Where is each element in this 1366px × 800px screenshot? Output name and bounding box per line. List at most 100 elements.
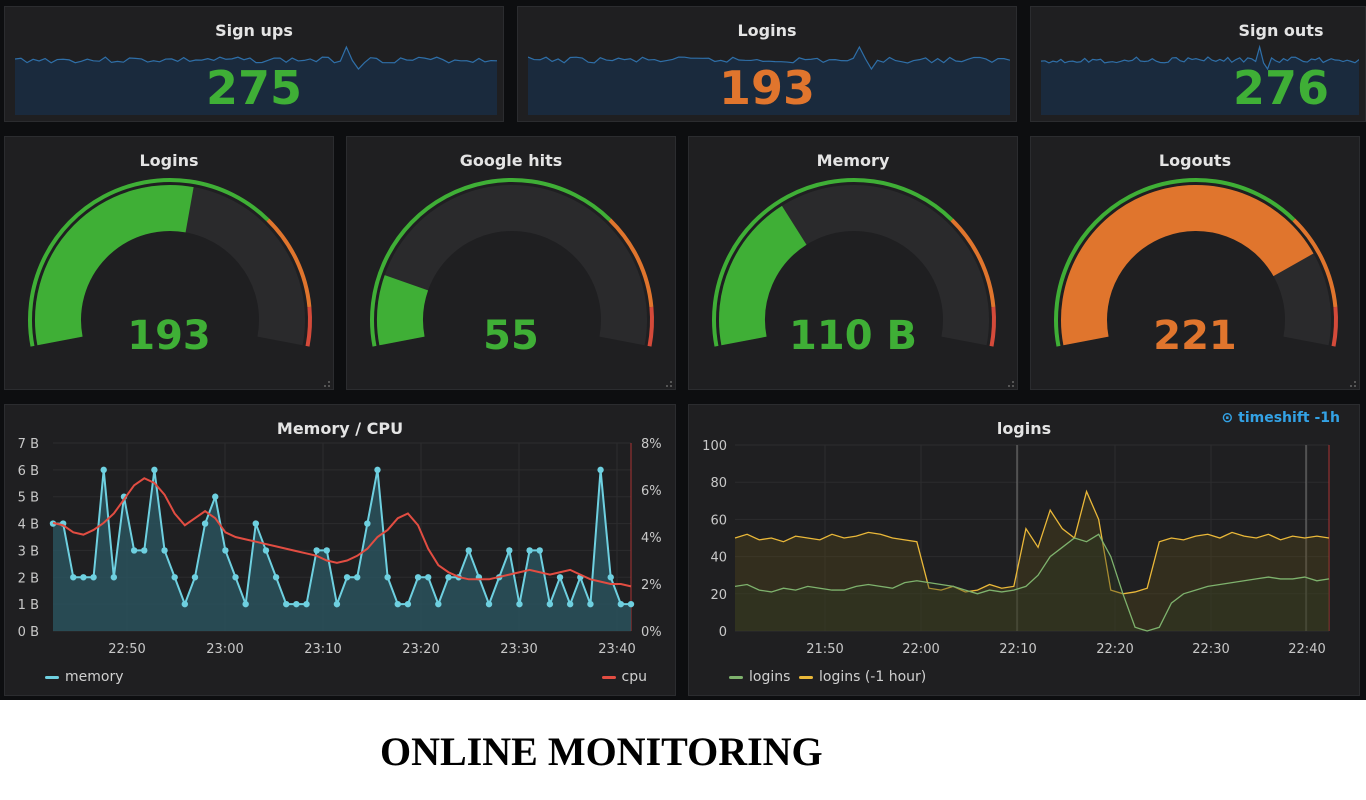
gauge-value: 55 xyxy=(483,313,539,359)
threshold-red xyxy=(1331,306,1338,347)
graph-panel-memory-cpu[interactable]: Memory / CPU 0 B 1 B 2 B 3 B 4 B 5 B 6 B 7 B 0% 2… xyxy=(4,404,676,696)
legend-swatch xyxy=(601,675,616,679)
legend-swatch xyxy=(799,675,813,679)
memory-point xyxy=(130,547,138,554)
gauge-fill xyxy=(35,185,194,346)
memory-point xyxy=(597,466,604,474)
memory-point xyxy=(607,574,614,581)
panel-title: Sign ups xyxy=(215,21,293,40)
stat-panel-sign-ups[interactable]: Sign ups 275 xyxy=(4,6,504,122)
memory-point xyxy=(181,600,189,608)
memory-point xyxy=(364,520,371,527)
legend-logins[interactable]: logins xyxy=(729,669,790,685)
stat-value: 276 xyxy=(1232,61,1330,115)
memory-point xyxy=(556,574,564,581)
graph-panel-logins[interactable]: logins 0 20 40 60 80 100 21:50 22:00 22:10 22:20 2… xyxy=(688,404,1360,696)
memory-line xyxy=(53,469,631,608)
x-tick-label: 23:00 xyxy=(206,642,243,657)
memory-point xyxy=(161,547,168,554)
gauge-value: 193 xyxy=(127,313,211,359)
legend-swatch xyxy=(729,675,743,679)
memory-point xyxy=(70,574,77,581)
y-tick-label-left: 4 B xyxy=(18,518,39,533)
memory-point xyxy=(272,574,280,581)
y-tick-label-left: 6 B xyxy=(18,464,39,479)
sparkline-line xyxy=(1041,44,1359,71)
logins-area xyxy=(735,534,1329,631)
y-tick-label-left: 0 B xyxy=(18,625,39,640)
x-tick-label: 22:40 xyxy=(1288,642,1325,657)
memory-point xyxy=(323,547,330,554)
memory-point xyxy=(252,520,260,527)
timeshift-badge: ⊙ timeshift -1h xyxy=(1221,410,1340,426)
sparkline-area xyxy=(1041,47,1359,115)
resize-handle-icon[interactable] xyxy=(1350,381,1356,387)
sparkline-line xyxy=(528,45,1010,71)
y-tick-label-right: 2% xyxy=(641,578,662,593)
y-tick-label-right: 4% xyxy=(641,531,662,546)
gauge xyxy=(712,178,996,347)
memory-point xyxy=(232,574,239,581)
sparkline xyxy=(528,45,1010,115)
y-tick-label-right: 8% xyxy=(641,437,662,452)
resize-handle-icon[interactable] xyxy=(666,381,672,387)
gauge-fill xyxy=(377,275,429,346)
y-tick-label: 80 xyxy=(710,476,727,491)
memory-point xyxy=(313,547,320,554)
gauge xyxy=(28,178,312,347)
threshold-orange xyxy=(1292,218,1338,308)
y-tick-label: 20 xyxy=(710,588,727,603)
y-tick-label: 60 xyxy=(710,513,727,528)
threshold-orange xyxy=(950,218,996,308)
panel-title: Logouts xyxy=(1158,151,1232,170)
legend-cpu[interactable]: cpu xyxy=(601,669,647,685)
resize-handle-icon[interactable] xyxy=(324,381,330,387)
legend-logins-prev[interactable]: logins (-1 hour) xyxy=(799,669,926,685)
memory-point xyxy=(435,600,442,608)
y-tick-label: 0 xyxy=(719,625,727,640)
logins-line xyxy=(734,533,1330,632)
gauge-panel-memory[interactable]: Memory 110 B xyxy=(688,136,1018,390)
threshold-orange xyxy=(608,218,654,308)
memory-point xyxy=(516,600,523,608)
x-tick-label: 22:10 xyxy=(999,642,1036,657)
gauge-panel-google-hits[interactable]: Google hits 55 xyxy=(346,136,676,390)
memory-point xyxy=(222,547,229,554)
memory-point xyxy=(526,547,533,554)
gauge-fill xyxy=(1061,185,1314,346)
threshold-green xyxy=(1054,178,1296,347)
memory-point xyxy=(141,547,148,554)
gauge-panel-logouts[interactable]: Logouts 221 xyxy=(1030,136,1360,390)
resize-handle-icon[interactable] xyxy=(1008,381,1014,387)
gauge-fill xyxy=(719,205,808,346)
legend-memory[interactable]: memory xyxy=(45,669,124,685)
memory-point xyxy=(546,600,554,608)
memory-point xyxy=(293,600,300,608)
memory-point xyxy=(587,600,594,608)
gauge xyxy=(370,178,654,347)
logins-prev-line xyxy=(734,489,1330,595)
gauge-panel-logins[interactable]: Logins 193 xyxy=(4,136,334,390)
stat-value: 275 xyxy=(205,61,303,115)
cpu-line xyxy=(52,477,632,588)
memory-point xyxy=(374,466,381,474)
memory-point xyxy=(354,574,361,581)
threshold-red xyxy=(989,306,996,347)
stat-panel-logins[interactable]: Logins 193 xyxy=(517,6,1017,122)
x-tick-label: 23:40 xyxy=(598,642,635,657)
stat-panel-sign-outs[interactable]: Sign outs 276 xyxy=(1030,6,1366,122)
panel-title: Logins xyxy=(737,21,797,40)
memory-point xyxy=(283,600,290,608)
memory-point xyxy=(384,574,391,581)
memory-point xyxy=(617,600,625,608)
memory-point xyxy=(80,574,87,581)
legend-swatch xyxy=(45,675,59,679)
threshold-green xyxy=(712,178,954,347)
x-tick-label: 22:30 xyxy=(1192,642,1229,657)
x-tick-label: 23:10 xyxy=(304,642,341,657)
x-tick-label: 23:30 xyxy=(500,642,537,657)
sparkline-area xyxy=(15,47,497,115)
memory-point xyxy=(191,574,199,581)
memory-point xyxy=(100,466,107,474)
panel-title: Memory / CPU xyxy=(276,419,404,438)
